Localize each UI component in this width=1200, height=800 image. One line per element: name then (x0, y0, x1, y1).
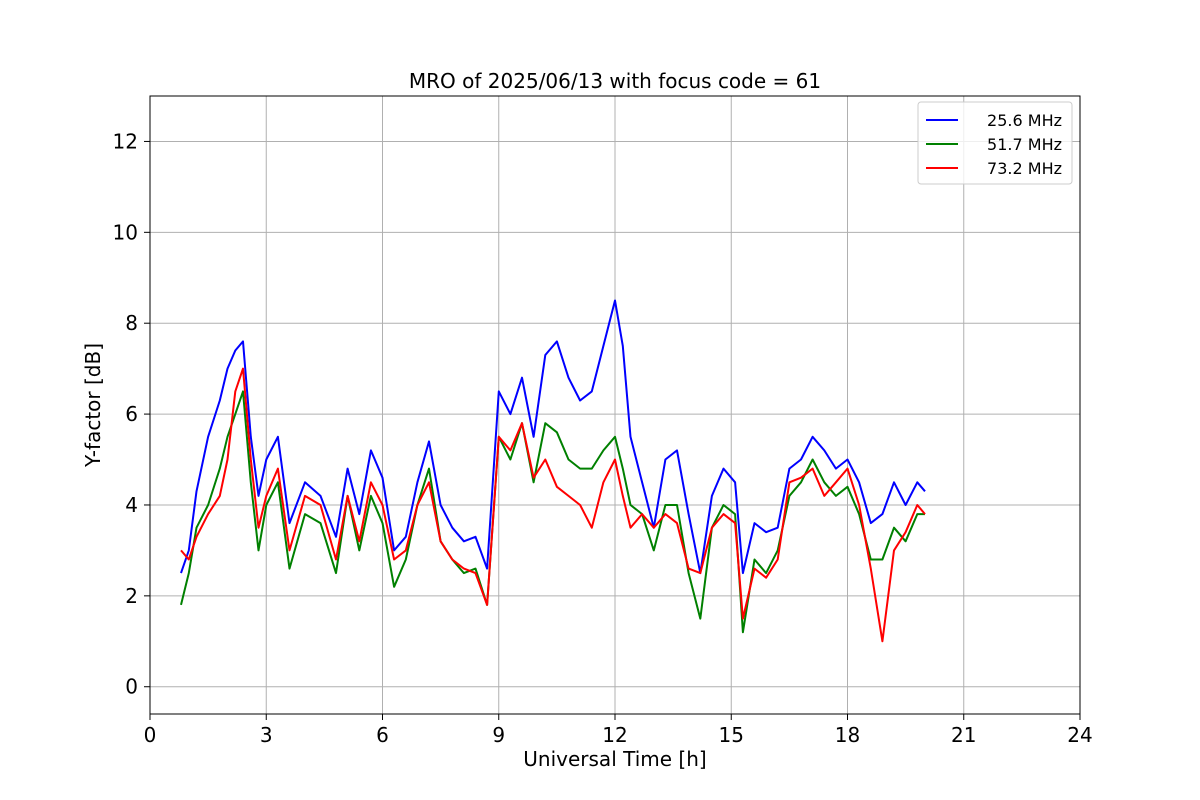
series-line-3 (180, 367, 926, 643)
x-tick-label: 0 (144, 723, 157, 747)
chart-title: MRO of 2025/06/13 with focus code = 61 (409, 69, 821, 93)
y-tick-label: 12 (113, 129, 138, 153)
series-line-1 (180, 299, 926, 575)
y-axis-label: Y-factor [dB] (81, 343, 105, 468)
x-tick-label: 12 (602, 723, 627, 747)
y-tick-label: 2 (125, 584, 138, 608)
x-tick-label: 6 (376, 723, 389, 747)
y-tick-label: 4 (125, 493, 138, 517)
legend-label: 25.6 MHz (987, 111, 1062, 130)
legend-label: 51.7 MHz (987, 135, 1062, 154)
legend-box (917, 101, 1073, 185)
y-tick-label: 8 (125, 311, 138, 335)
x-tick-label: 15 (719, 723, 744, 747)
legend-label: 73.2 MHz (987, 159, 1062, 178)
series-line-2 (180, 390, 925, 634)
x-tick-label: 21 (951, 723, 976, 747)
x-tick-label: 24 (1067, 723, 1092, 747)
legend: 25.6 MHz 51.7 MHz 73.2 MHz (917, 101, 1073, 185)
x-tick-label: 9 (492, 723, 505, 747)
x-axis-label: Universal Time [h] (523, 747, 706, 771)
x-tick-label: 18 (835, 723, 860, 747)
y-tick-label: 0 (125, 675, 138, 699)
plot-area (180, 299, 926, 643)
y-tick-label: 6 (125, 402, 138, 426)
x-tick-label: 3 (260, 723, 273, 747)
y-tick-label: 10 (113, 220, 138, 244)
